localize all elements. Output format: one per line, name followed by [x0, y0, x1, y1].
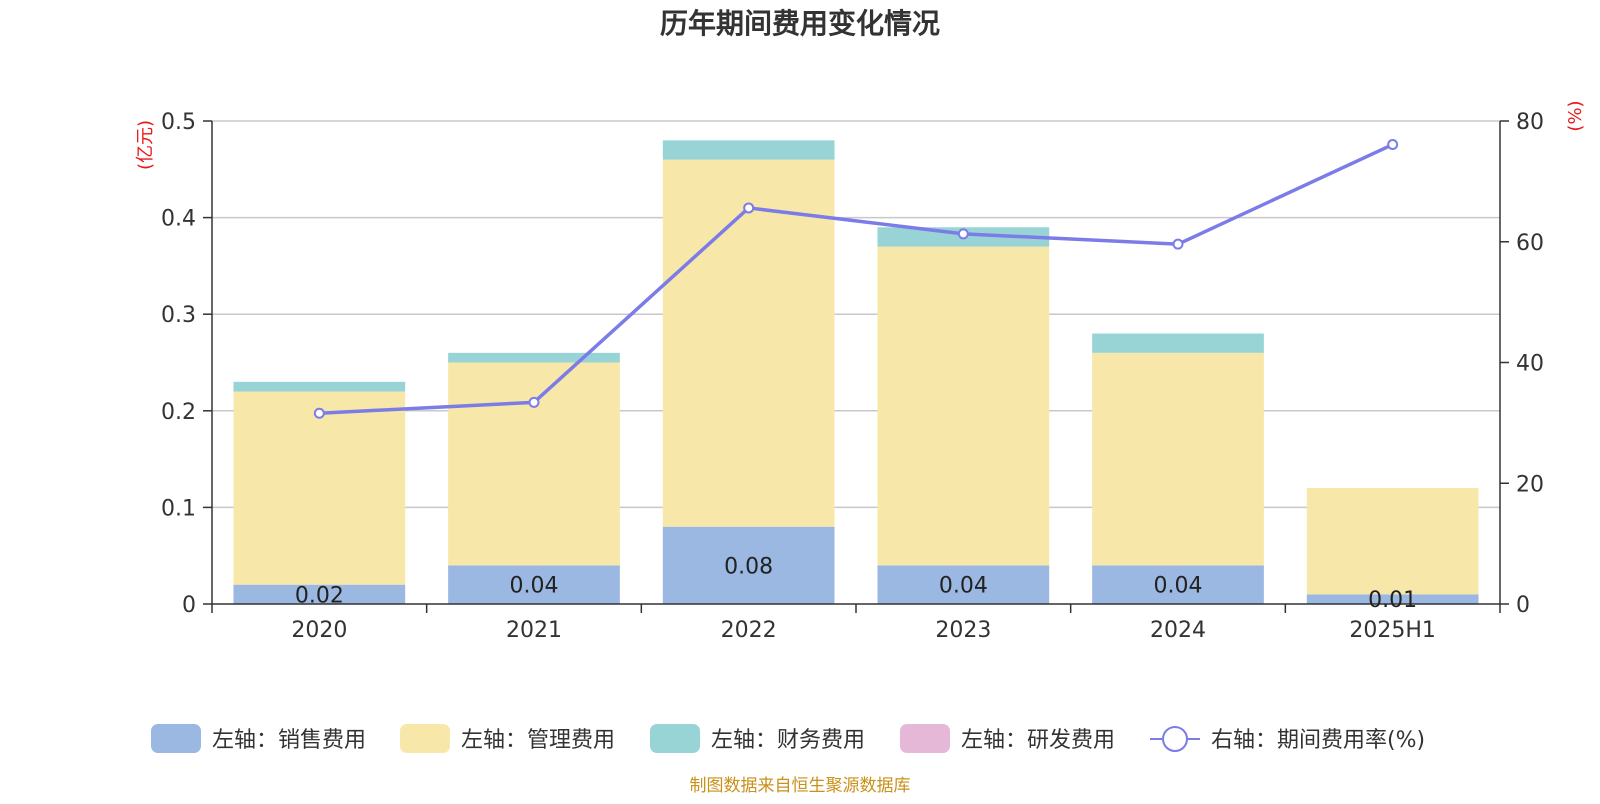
stacked-bar-segment-0 — [448, 565, 620, 604]
left-axis-tick-label: 0.2 — [161, 400, 196, 425]
right-axis-tick-label: 60 — [1516, 231, 1544, 256]
left-axis-unit-label: (亿元) — [135, 120, 156, 170]
bar-data-label: 0.04 — [939, 574, 988, 599]
expense-rate-point — [1172, 238, 1184, 250]
bar-data-label: 0.04 — [1154, 574, 1203, 599]
left-axis-tick-label: 0.5 — [161, 110, 196, 135]
right-axis-unit-label: (%) — [1565, 100, 1586, 131]
x-axis-category-label: 2023 — [935, 618, 991, 643]
legend-swatch — [900, 724, 950, 753]
x-axis-category-label: 2022 — [721, 618, 777, 643]
stacked-bar-segment-0 — [1306, 594, 1479, 604]
x-axis-category-label: 2024 — [1150, 618, 1206, 643]
legend: 左轴：销售费用 左轴：管理费用 左轴：财务费用 左轴：研发费用 右轴：期间费用率(%) — [151, 724, 1425, 753]
stacked-bar-segment-1 — [877, 246, 1050, 566]
chart-title: 历年期间费用变化情况 — [660, 7, 940, 40]
stacked-bar-segment-2 — [233, 381, 406, 392]
stacked-bar-segment-1 — [1306, 488, 1479, 595]
expense-rate-point — [743, 202, 755, 214]
right-axis-tick-label: 80 — [1516, 110, 1544, 135]
legend-swatch — [151, 724, 201, 753]
legend-label: 左轴：销售费用 — [212, 728, 366, 753]
bar-data-label: 0.02 — [295, 583, 344, 608]
left-axis-tick-label: 0.3 — [161, 303, 196, 328]
stacked-bar-segment-1 — [1092, 352, 1264, 566]
legend-label: 左轴：财务费用 — [711, 728, 865, 753]
stacked-bar-segment-1 — [662, 159, 835, 527]
left-axis-tick-label: 0 — [182, 593, 196, 618]
bar-data-label: 0.08 — [724, 554, 773, 579]
stacked-bar-segment-1 — [448, 362, 620, 566]
line-series-group — [313, 139, 1399, 419]
bar-data-label: 0.01 — [1368, 588, 1417, 613]
legend-line-marker — [1162, 726, 1188, 752]
legend-swatch — [650, 724, 700, 753]
expense-rate-point — [957, 228, 969, 240]
stacked-bar-segment-0 — [1092, 565, 1264, 604]
right-axis-tick-label: 20 — [1516, 472, 1544, 497]
x-axis-category-label: 2021 — [506, 618, 562, 643]
bar-data-label: 0.04 — [510, 574, 559, 599]
grid-lines — [212, 120, 1500, 509]
stacked-bar-segment-2 — [1092, 333, 1264, 353]
left-axis-tick-label: 0.1 — [161, 496, 196, 521]
stacked-bar-segment-0 — [662, 526, 835, 604]
legend-label: 右轴：期间费用率(%) — [1211, 728, 1425, 753]
expense-rate-point — [528, 396, 540, 408]
expense-rate-point — [1387, 139, 1399, 151]
expense-rate-line — [317, 142, 1395, 415]
right-axis-tick-label: 40 — [1516, 352, 1544, 377]
legend-swatch — [400, 724, 450, 753]
bar-series-group — [233, 140, 1479, 604]
expense-rate-point — [313, 407, 325, 419]
stacked-bar-segment-0 — [877, 565, 1050, 604]
legend-label: 左轴：研发费用 — [961, 728, 1115, 753]
x-axis-category-label: 2020 — [291, 618, 347, 643]
right-axis-tick-label: 0 — [1516, 593, 1530, 618]
stacked-bar-segment-0 — [233, 584, 406, 604]
legend-label: 左轴：管理费用 — [461, 728, 615, 753]
data-labels-group: 0.02 0.04 0.08 0.04 0.04 0.01 — [295, 554, 1417, 613]
axes-group: 0 0.1 0.2 0.3 0.4 0.5 0 20 40 60 80 2020 2021 2022 202… — [135, 100, 1586, 643]
stacked-bar-segment-1 — [233, 391, 406, 585]
source-note: 制图数据来自恒生聚源数据库 — [690, 776, 911, 796]
left-axis-tick-label: 0.4 — [161, 207, 196, 232]
stacked-bar-segment-2 — [448, 352, 620, 363]
stacked-bar-segment-2 — [662, 140, 835, 160]
x-axis-category-label: 2025H1 — [1349, 618, 1436, 643]
